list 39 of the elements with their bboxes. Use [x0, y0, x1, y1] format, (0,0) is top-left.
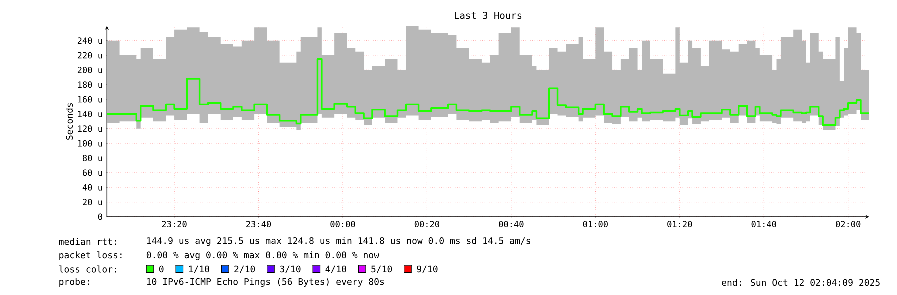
x-tick-label: 23:40 [246, 221, 272, 228]
x-tick-label: 01:20 [668, 221, 692, 228]
legend-label: 3/10 [280, 266, 301, 274]
text: end: Sun Oct 12 02:04:09 2025 [722, 279, 880, 286]
y-tick-label: 220 u [78, 52, 102, 59]
y-tick-label: 140 u [78, 111, 102, 118]
text: 144.9 us avg 215.5 us max 124.8 us min 141.8 us now 0.0 ms sd 14.5 am/s [147, 237, 530, 246]
y-tick-label: 0 [98, 214, 102, 220]
y-tick-label: 160 u [78, 96, 102, 103]
text: 10 IPv6-ICMP Echo Pings (56 Bytes) every 80s [147, 278, 384, 288]
y-tick-label: 200 u [78, 66, 102, 74]
legend-label: 1/10 [189, 266, 210, 274]
legend-label: 0 [160, 266, 164, 273]
x-tick-label: 00:40 [499, 221, 524, 228]
text: 0.00 % avg 0.00 % max 0.00 % min 0.00 % now [146, 252, 380, 260]
legend-label: 5/10 [372, 266, 392, 274]
chart-title: Last 3 Hours [455, 12, 522, 20]
y-axis-title: Seconds [66, 103, 74, 140]
y-tick-label: 120 u [78, 126, 102, 132]
y-tick-label: 100 u [78, 140, 102, 147]
x-tick-label: 00:20 [414, 221, 440, 228]
text: probe: [60, 278, 90, 287]
x-tick-label: 00:00 [330, 221, 356, 228]
text: median rtt: [59, 238, 116, 246]
y-tick-label: 240 u [78, 38, 102, 44]
legend-label: 2/10 [234, 266, 256, 274]
y-tick-label: 40 u [82, 184, 102, 191]
x-tick-label: 01:40 [752, 221, 776, 228]
y-tick-label: 180 u [78, 82, 102, 88]
x-tick-label: 23:20 [162, 221, 187, 228]
y-tick-label: 20 u [83, 199, 102, 206]
legend-title: loss color: [60, 266, 116, 273]
x-tick-label: 02:00 [836, 221, 861, 228]
x-tick-label: 01:00 [583, 221, 608, 228]
y-tick-label: 80 u [83, 155, 102, 162]
legend-label: 9/10 [417, 266, 438, 274]
legend-label: 4/10 [326, 266, 346, 274]
y-tick-label: 60 u [83, 170, 102, 176]
text: packet loss: [60, 252, 122, 260]
